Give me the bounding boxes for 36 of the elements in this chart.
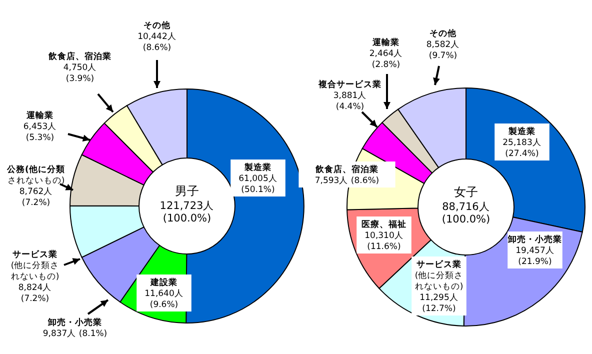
- data-label: 3,881人 (4.4%): [333, 90, 367, 112]
- data-label: 19,457人 (21.9%): [516, 245, 554, 267]
- slice-label: 医療、福祉: [362, 219, 406, 230]
- slice-label: 卸売・小売業: [507, 234, 562, 245]
- slice-label: 運輸業: [26, 110, 54, 121]
- slice-label: 製造業: [244, 162, 272, 173]
- data-label: 10,310人 (11.6%): [364, 230, 404, 252]
- data-label: 4,750人 (3.9%): [63, 62, 97, 84]
- slice-label: 建設業: [150, 277, 178, 288]
- text: 121,723人 (100.0%): [160, 200, 214, 224]
- data-label: 25,183人 (27.4%): [502, 137, 542, 159]
- data-label: 11,295人 (12.7%): [420, 292, 458, 314]
- data-label: 11,640人 (9.6%): [144, 288, 184, 310]
- data-label: 8,762人 (7.2%): [19, 186, 53, 208]
- slice-label: その他: [144, 20, 172, 31]
- data-label: 2,464人 (2.8%): [369, 48, 403, 70]
- text: 女子: [454, 185, 478, 199]
- text: 88,716人 (100.0%): [442, 201, 490, 226]
- slice-label: 複合サービス業: [318, 79, 382, 90]
- slice-label: 飲食店、宿泊業: [314, 164, 378, 175]
- slice-label: 飲食店、宿泊業: [48, 51, 112, 62]
- data-label: 10,442人 (8.6%): [138, 31, 176, 53]
- text: 男子: [175, 184, 199, 198]
- data-label: 8,824人 (7.2%): [18, 282, 52, 304]
- data-label: 7,593人 (8.6%): [314, 175, 380, 186]
- slice-label: サービス業(他に分類されないもの): [414, 259, 464, 292]
- slice-label: 公務(他に分類されないもの): [6, 164, 65, 186]
- data-label: 6,453人 (5.3%): [23, 121, 57, 143]
- slice-label: 製造業: [508, 126, 536, 137]
- data-label: 8,582人 (9.7%): [426, 39, 460, 61]
- slice-label: 運輸業: [372, 37, 400, 48]
- slice-label: サービス業(他に分類されないもの): [10, 249, 60, 282]
- data-label: 9,837人 (8.1%): [42, 328, 108, 339]
- slice-label: 卸売・小売業: [47, 317, 102, 328]
- data-label: 61,005人 (50.1%): [238, 173, 278, 195]
- slice-label: その他: [430, 28, 458, 39]
